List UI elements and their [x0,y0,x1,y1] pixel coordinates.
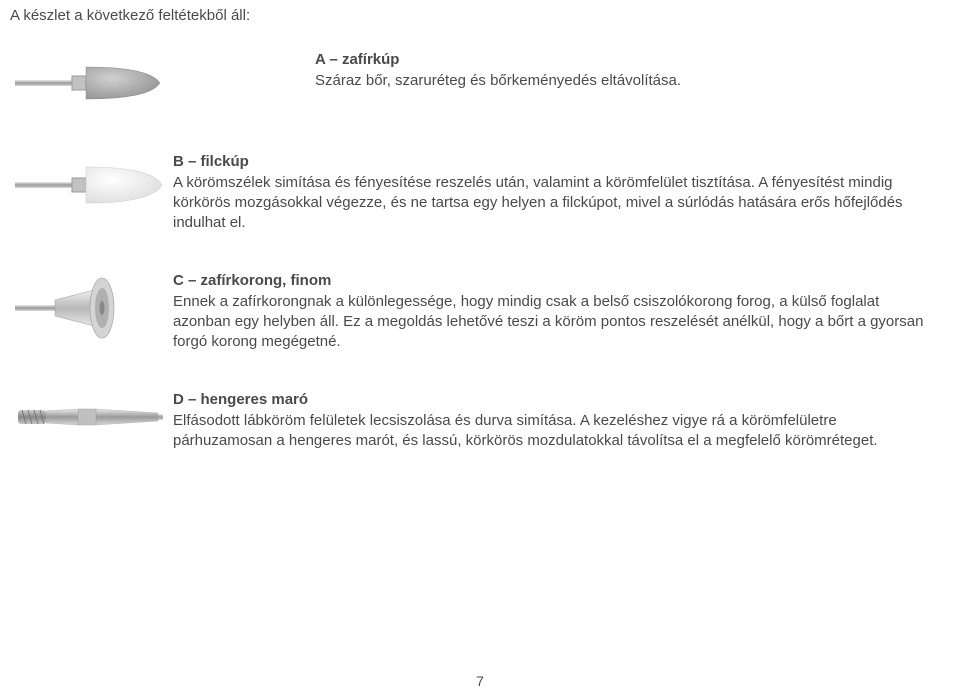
item-d-title: D – hengeres maró [173,390,930,410]
item-d-desc: Elfásodott lábköröm felületek lecsiszolá… [173,411,930,452]
item-b-title: B – filckúp [173,152,930,172]
page-number: 7 [0,672,960,691]
item-c-text: C – zafírkorong, finom Ennek a zafírkoro… [165,271,930,352]
item-b-illustration [10,152,165,216]
item-b-text: B – filckúp A körömszélek simítása és fé… [165,152,930,233]
intro-text: A készlet a következő feltétekből áll: [10,6,930,26]
item-a-title: A – zafírkúp [315,50,930,70]
item-c-illustration [10,271,165,343]
item-b-desc: A körömszélek simítása és fényesítése re… [173,173,930,234]
item-a-text: A – zafírkúp Száraz bőr, szaruréteg és b… [165,50,930,91]
item-a-row: A – zafírkúp Száraz bőr, szaruréteg és b… [10,50,930,114]
item-c-row: C – zafírkorong, finom Ennek a zafírkoro… [10,271,930,352]
item-a-illustration [10,50,165,114]
item-c-desc: Ennek a zafírkorongnak a különlegessége,… [173,292,930,353]
item-a-desc: Száraz bőr, szaruréteg és bőrkeményedés … [315,71,930,91]
item-d-row: D – hengeres maró Elfásodott lábköröm fe… [10,390,930,451]
item-c-title: C – zafírkorong, finom [173,271,930,291]
item-d-text: D – hengeres maró Elfásodott lábköröm fe… [165,390,930,451]
item-b-row: B – filckúp A körömszélek simítása és fé… [10,152,930,233]
item-d-illustration [10,390,165,442]
